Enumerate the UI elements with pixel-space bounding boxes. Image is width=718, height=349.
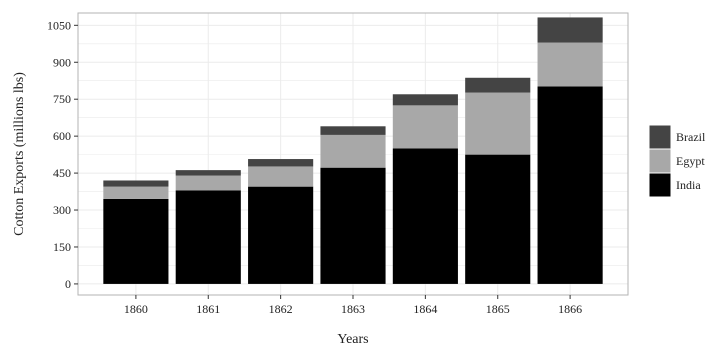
bar-india-1860 [103, 198, 169, 284]
legend-label-brazil: Brazil [676, 130, 706, 144]
bar-brazil-1866 [537, 17, 603, 43]
axes: 0 150 300 450 600 750 900 1050 1860 1861 1862 1863 1… [47, 18, 582, 316]
bar-india-1865 [465, 154, 531, 284]
y-tick-label: 450 [53, 166, 71, 180]
legend-key-egypt [648, 148, 672, 174]
bar-india-1863 [320, 167, 386, 284]
bar-egypt-1864 [392, 105, 458, 149]
legend: Brazil Egypt India [648, 124, 706, 198]
y-tick-label: 150 [53, 240, 71, 254]
y-tick-label: 600 [53, 129, 71, 143]
x-tick-label: 1865 [486, 302, 510, 316]
y-tick-label: 300 [53, 203, 71, 217]
bar-india-1866 [537, 86, 603, 284]
x-tick-label: 1866 [558, 302, 582, 316]
y-tick-label: 900 [53, 55, 71, 69]
bar-brazil-1865 [465, 77, 531, 93]
bar-egypt-1862 [248, 166, 314, 187]
x-axis-title: Years [337, 332, 368, 347]
bar-egypt-1865 [465, 92, 531, 155]
x-tick-label: 1864 [413, 302, 437, 316]
legend-label-india: India [676, 178, 701, 192]
y-axis-title: Cotton Exports (millions lbs) [12, 72, 27, 236]
bar-egypt-1861 [175, 175, 241, 191]
legend-key-brazil [648, 124, 672, 150]
bar-egypt-1863 [320, 134, 386, 168]
x-tick-label: 1860 [124, 302, 148, 316]
bars [103, 17, 603, 284]
bar-egypt-1866 [537, 42, 603, 87]
bar-india-1862 [248, 186, 314, 284]
bar-brazil-1863 [320, 126, 386, 135]
legend-label-egypt: Egypt [676, 154, 705, 168]
bar-brazil-1864 [392, 94, 458, 106]
bar-india-1864 [392, 148, 458, 284]
y-tick-label: 750 [53, 92, 71, 106]
bar-brazil-1860 [103, 180, 169, 187]
y-tick-label: 0 [65, 277, 71, 291]
x-tick-label: 1861 [196, 302, 220, 316]
bar-brazil-1861 [175, 170, 241, 176]
legend-key-india [648, 172, 672, 198]
y-tick-label: 1050 [47, 18, 71, 32]
bar-brazil-1862 [248, 159, 314, 167]
bar-india-1861 [175, 190, 241, 284]
x-tick-label: 1863 [341, 302, 365, 316]
x-tick-label: 1862 [269, 302, 293, 316]
bar-egypt-1860 [103, 186, 169, 199]
